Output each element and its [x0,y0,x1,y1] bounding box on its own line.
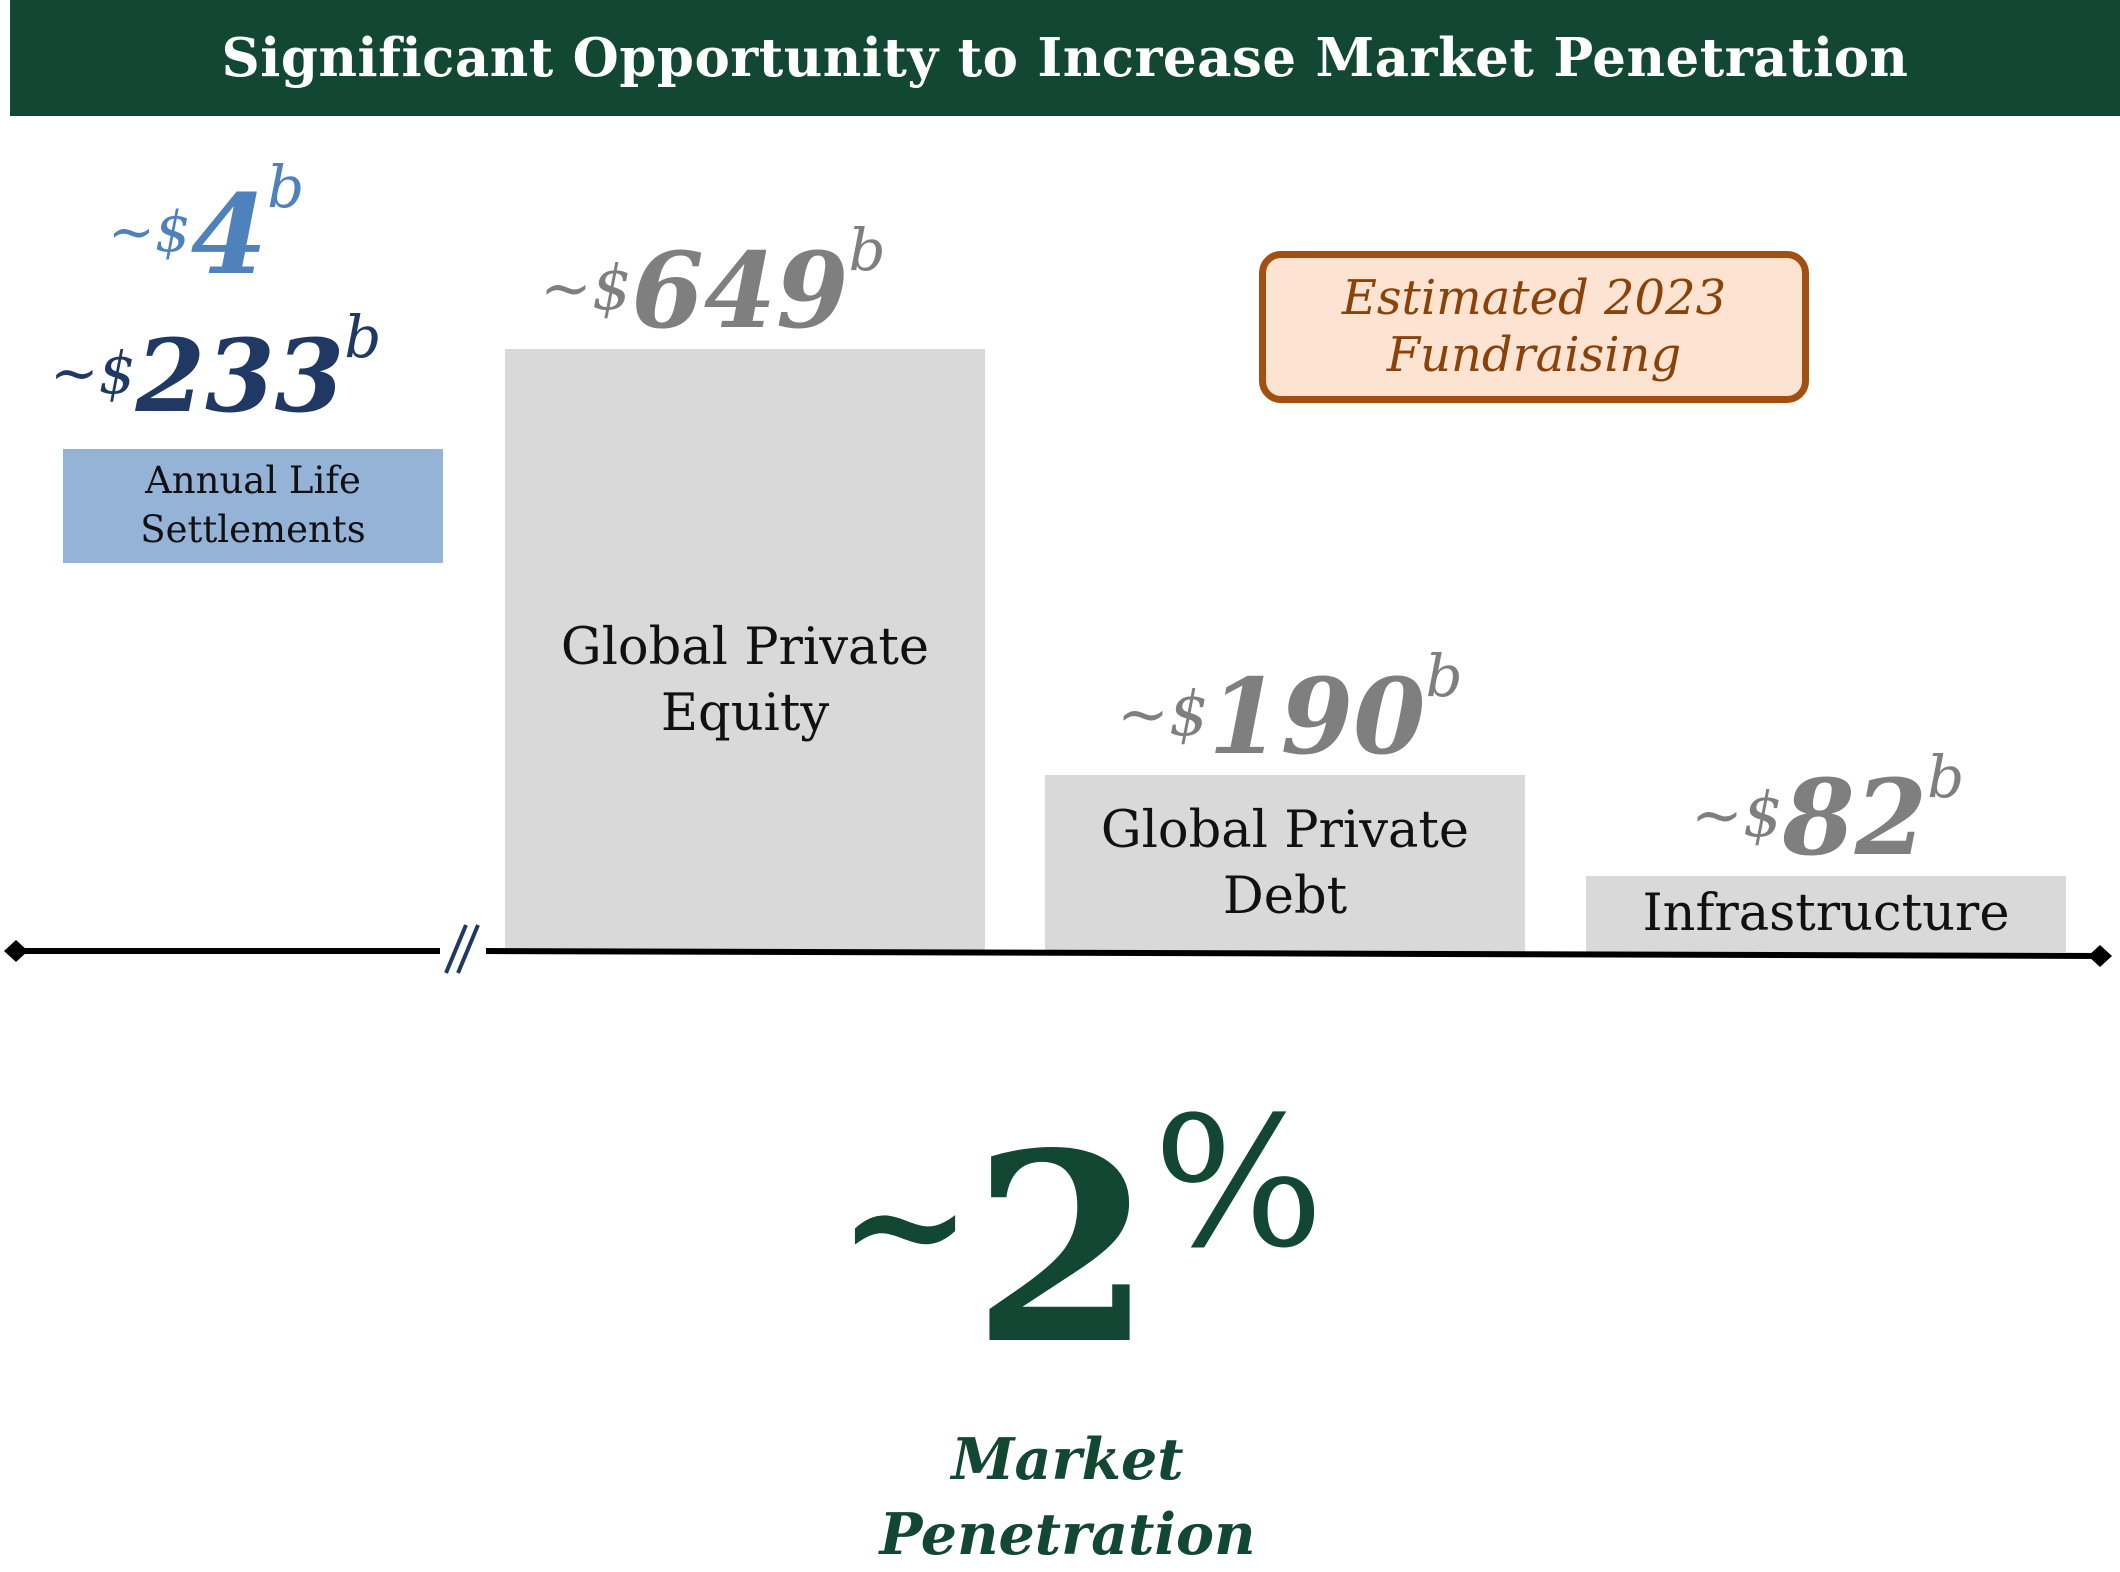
life-settlements-label: Annual Life Settlements [63,449,443,563]
axis-break-mark [456,924,480,974]
market-penetration-label-line2: Penetration [879,1501,1256,1569]
bar-label-infrastructure: Infrastructure [1586,881,2066,947]
value-suffix: b [1927,743,1965,811]
bar-value-global-private-equity: ~$649b [540,221,886,343]
axis-end-diamond [2088,945,2112,967]
value-prefix: ~$ [1117,677,1209,750]
bar-global-private-debt [1045,775,1525,952]
title-bar: Significant Opportunity to Increase Mark… [10,0,2120,116]
market-penetration-label: Market Penetration [840,1422,1295,1572]
bar-value-infrastructure: ~$82b [1691,748,1964,870]
bar-global-private-equity [505,349,985,952]
bar-label-global-private-debt: Global Private Debt [1045,798,1525,931]
bar-label-line: Global Private [1100,800,1470,860]
bar-label-line: Debt [1222,866,1348,926]
legend-callout: Estimated 2023 Fundraising [1259,251,1809,403]
page-title: Significant Opportunity to Increase Mark… [221,27,1909,89]
bar-label-line: Equity [660,683,830,743]
bar-label-global-private-equity: Global Private Equity [505,615,985,748]
axis-line-right [485,948,2101,959]
value-suffix: b [267,153,305,221]
value-number: 649 [631,229,849,352]
value-prefix: ~$ [50,339,136,407]
bar-label-line: Global Private [560,617,930,677]
axis-break-mark [444,924,468,974]
life-settlements-label-line2: Settlements [140,508,366,551]
legend-line1: Estimated 2023 [1341,270,1727,327]
life-settlements-bottom-value: ~$233b [50,308,381,426]
value-prefix: ~$ [1691,778,1783,851]
value-suffix: b [848,216,886,284]
life-settlements-label-line1: Annual Life [145,459,361,503]
penetration-tilde: ~ [838,1130,973,1318]
value-prefix: ~$ [108,200,191,265]
penetration-percent-sign: % [1152,1079,1325,1288]
value-suffix: b [1425,642,1463,710]
legend-line2: Fundraising [1386,327,1682,383]
value-number: 82 [1782,756,1928,879]
market-penetration-value: ~2% [838,1094,1324,1380]
value-number: 233 [135,317,345,435]
value-suffix: b [344,303,382,371]
life-settlements-top-value: ~$4b [108,158,304,290]
axis-end-diamond [4,940,28,962]
bar-label-line: Infrastructure [1642,884,2010,943]
value-number: 190 [1208,655,1426,778]
bar-infrastructure [1586,876,2066,952]
market-penetration-label-line1: Market [951,1426,1184,1493]
bar-value-global-private-debt: ~$190b [1117,647,1463,769]
value-number: 4 [190,170,268,299]
penetration-number: 2 [972,1097,1153,1402]
value-prefix: ~$ [540,251,632,324]
